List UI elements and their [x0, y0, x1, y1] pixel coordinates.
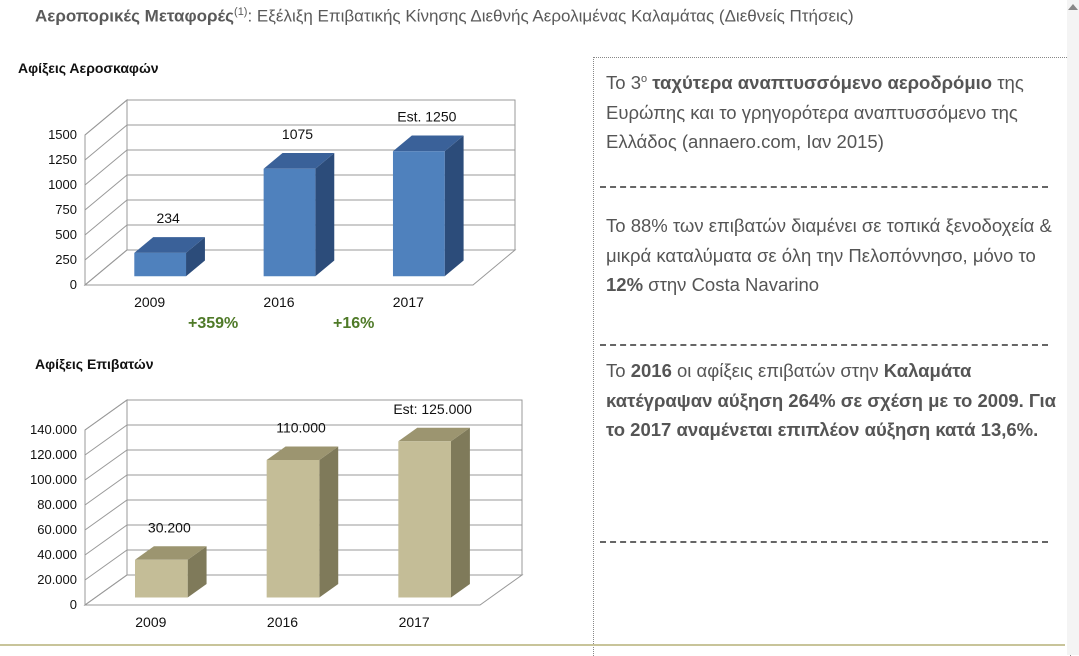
y-tick-label: 500	[55, 227, 77, 242]
bar-top-2009	[135, 546, 207, 560]
y-tick-label: 1000	[48, 177, 77, 192]
bar-side-2016	[315, 153, 335, 277]
x-tick-label: 2016	[267, 614, 298, 630]
separator-1	[600, 186, 1048, 188]
info-paragraph-1: Το 3ο ταχύτερα αναπτυσσόμενο αεροδρόμιο …	[606, 72, 1024, 153]
info-paragraph-2: Το 88% των επιβατών διαμένει σε τοπικά ξ…	[606, 215, 1052, 295]
chart-side-wall	[84, 399, 128, 606]
bar-top-2009	[134, 237, 205, 253]
vertical-scrollbar[interactable]	[1067, 0, 1079, 655]
info-paragraph-3: Το 2016 οι αφίξεις επιβατών στην Καλαμάτ…	[606, 360, 1056, 440]
bar-top-2017	[392, 135, 464, 152]
data-label-2009: 234	[156, 210, 180, 226]
data-label-2017: Est: 125.000	[393, 401, 472, 417]
bar-side-2017	[444, 135, 464, 277]
gridline	[84, 524, 522, 556]
growth-label-2016: +359%	[188, 315, 239, 332]
scroll-up-icon[interactable]	[1068, 4, 1078, 10]
x-tick-label: 2016	[263, 294, 294, 310]
gridline	[84, 249, 515, 286]
data-label-2016: 1075	[282, 126, 313, 142]
y-tick-label: 140.000	[30, 422, 77, 437]
bar-2016	[263, 168, 316, 277]
bar-side-2009	[187, 546, 207, 598]
info-panel: Το 3ο ταχύτερα αναπτυσσόμενο αεροδρόμιο …	[593, 57, 1071, 656]
gridline	[84, 424, 522, 456]
bar-side-2017	[451, 427, 470, 598]
chart-title-passengers: Αφίξεις Επιβατών	[35, 356, 154, 372]
y-tick-label: 0	[70, 277, 77, 292]
data-label-2017: Est. 1250	[397, 109, 456, 125]
y-tick-label: 250	[55, 252, 77, 267]
y-tick-label: 100.000	[30, 472, 77, 487]
y-tick-label: 60.000	[37, 522, 77, 537]
y-tick-label: 120.000	[30, 447, 77, 462]
aircraft-arrivals-chart: 0 250 500 750 1000 1250 1500 234 2009 1075 2016 Est…	[48, 98, 517, 310]
gridline	[84, 449, 522, 481]
gridline	[84, 499, 522, 531]
y-tick-label: 40.000	[37, 547, 77, 562]
bar-2017	[398, 441, 451, 598]
y-tick-label: 20.000	[37, 572, 77, 587]
y-tick-label: 1250	[48, 152, 77, 167]
gridline	[84, 224, 515, 261]
gridline	[84, 574, 522, 606]
bar-side-2009	[186, 237, 205, 277]
gridline	[84, 474, 522, 506]
y-tick-label: 0	[70, 597, 77, 612]
x-tick-label: 2009	[134, 294, 165, 310]
gridline	[84, 99, 515, 136]
bar-2009	[135, 559, 188, 598]
separator-3	[600, 541, 1048, 543]
gridline	[84, 549, 522, 581]
passenger-arrivals-chart: 0 20.000 40.000 60.000 80.000 100.000 120.000 1…	[30, 399, 524, 630]
page-title: Αεροπορικές Μεταφορές(1): Εξέλιξη Επιβατ…	[35, 6, 854, 26]
x-tick-label: 2009	[135, 614, 166, 630]
chart-title-aircraft: Αφίξεις Αεροσκαφών	[18, 60, 159, 76]
separator-2	[600, 344, 1048, 346]
bar-top-2017	[398, 427, 470, 442]
bottom-divider	[0, 644, 1065, 646]
bar-top-2016	[263, 153, 335, 169]
x-tick-label: 2017	[399, 614, 430, 630]
gridline	[84, 199, 515, 236]
bar-2016	[266, 460, 320, 598]
bar-side-2016	[319, 446, 339, 598]
data-label-2009: 30.200	[148, 519, 191, 535]
x-tick-label: 2017	[393, 294, 424, 310]
data-label-2016: 110.000	[276, 420, 326, 436]
gridline	[84, 149, 515, 186]
growth-label-2017: +16%	[333, 315, 375, 332]
gridline	[84, 124, 515, 161]
y-tick-label: 80.000	[37, 497, 77, 512]
bar-2017	[392, 151, 445, 277]
bar-top-2016	[266, 446, 339, 460]
bar-2009	[134, 252, 187, 277]
gridline	[84, 174, 515, 211]
y-tick-label: 1500	[48, 127, 77, 142]
y-tick-label: 750	[55, 202, 77, 217]
gridline	[84, 399, 522, 431]
